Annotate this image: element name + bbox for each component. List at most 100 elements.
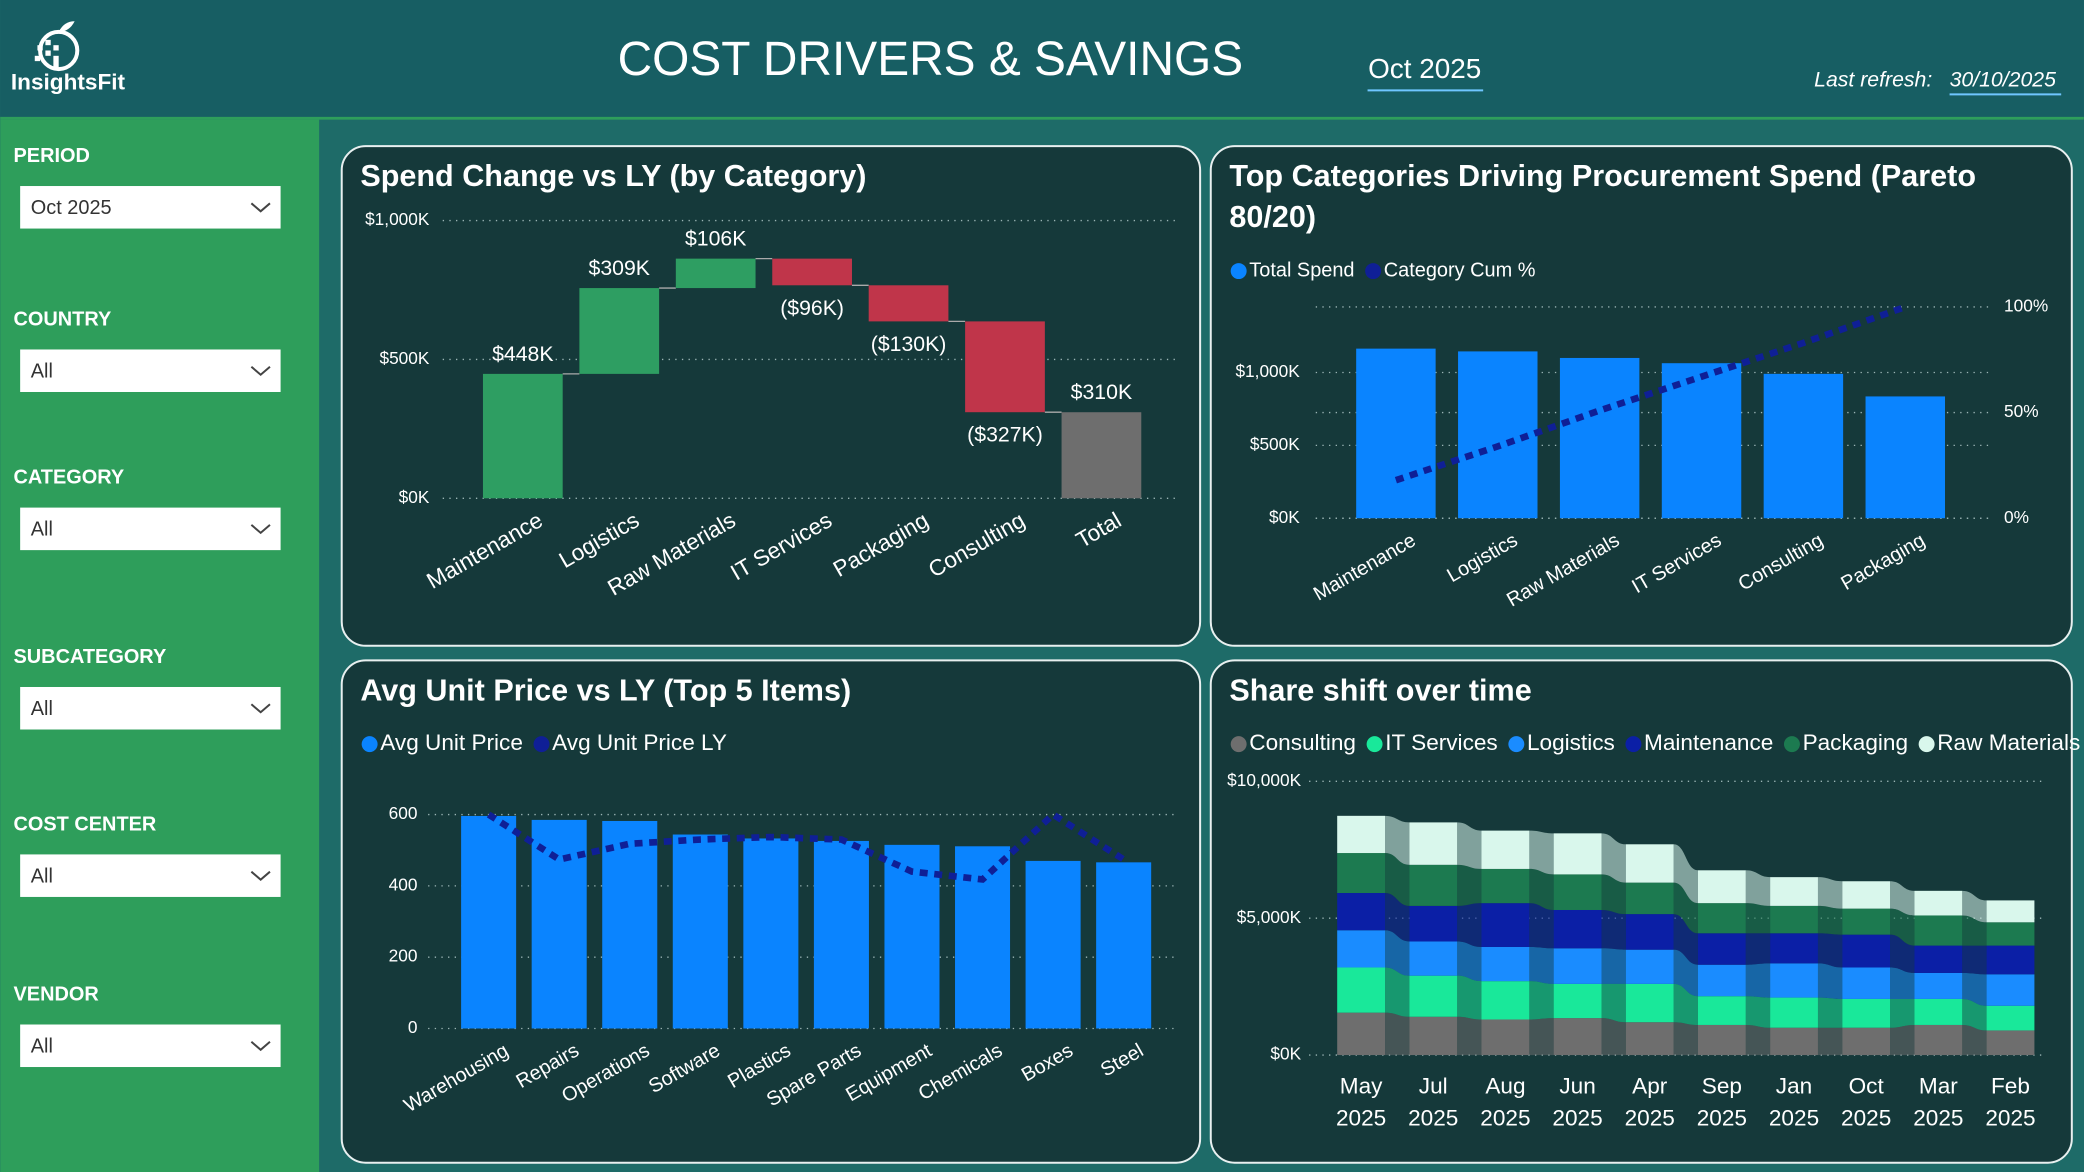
ribbon-segment [1986,900,2035,923]
x-tick-label-box: Mar 2025 [1913,1074,1963,1131]
ribbon-segment [1553,983,1602,1019]
y-tick-label: 0% [2004,507,2029,527]
legend-label: Avg Unit Price LY [552,730,727,755]
line-series [486,810,1126,883]
bar [482,373,563,499]
ribbon [1601,874,1626,915]
filter-dropdown[interactable] [20,854,281,897]
ribbon-segment [1986,974,2035,1006]
filter-value: All [31,698,53,720]
x-tick-label: Jul 2025 [1408,1073,1459,1131]
ribbon [1673,844,1698,904]
ribbon [1601,909,1626,950]
ribbon-segment [1553,909,1602,949]
y-tick-label: 600 [389,803,418,823]
filter-dropdown[interactable] [20,686,281,730]
header-bar [0,0,2084,117]
filter-dropdown[interactable] [20,349,281,392]
legend-label: Category Cum % [1384,259,1536,281]
ribbon [1890,881,1915,916]
filter-value: All [31,1035,53,1057]
ribbon-segment [1697,1024,1746,1056]
chart-title-box: Avg Unit Price vs LY (Top 5 Items) [360,672,851,707]
x-tick-label-box: Jan 2025 [1768,1073,1820,1131]
filter-dropdown[interactable] [20,186,281,229]
dropdown-chevron [250,703,271,714]
ribbon-segment [1697,903,1746,934]
chart-title: Spend Change vs LY (by Category) [360,158,867,193]
ribbon-segment [1986,1030,2035,1056]
legend-marker [1230,263,1247,280]
ribbon-segment [1625,983,1674,1023]
y-tick-label: 0 [408,1017,418,1037]
ribbon-segment [1553,1018,1602,1056]
y-tick-label: $5,000K [1237,907,1302,927]
bar [1356,348,1436,519]
ribbon [1385,853,1410,906]
data-label: $106K [685,227,746,251]
x-tick-label-box: Oct 2025 [1841,1074,1891,1131]
bar [813,840,869,1029]
bar [743,838,799,1029]
line-series [1394,303,1907,484]
ribbon-segment [1842,1027,1891,1056]
ribbon [1745,903,1771,934]
ribbon [1673,983,1698,1025]
ribbon [1890,1024,1915,1056]
ribbon [1673,914,1698,965]
ribbon [1385,893,1410,942]
logo-text: InsightsFit [11,70,126,95]
ribbon [1457,975,1482,1020]
chart-title-box: Spend Change vs LY (by Category) [360,158,867,193]
ribbon [1962,890,1987,923]
ribbon [1673,1022,1698,1056]
bar [1559,357,1640,519]
ribbon [1529,981,1554,1020]
page-title: COST DRIVERS & SAVINGS [618,33,1243,86]
ribbon [1601,1018,1626,1056]
ribbon [1529,903,1554,949]
ribbon-segment [1842,967,1891,999]
ribbon [1890,908,1915,946]
bar [602,820,658,1029]
period-label: Oct 2025 [1368,53,1481,84]
logo-icon [34,21,80,72]
ribbon-segment [1625,882,1674,915]
x-tick-label-box: Aug 2025 [1480,1074,1530,1131]
chart-title-box: Share shift over time [1229,672,1531,707]
x-tick-label: Jan 2025 [1768,1073,1820,1131]
legend-label: Total Spend [1249,259,1354,281]
ribbon [1890,934,1915,973]
y-tick-label: 200 [389,946,418,966]
ribbon-segment [1914,972,1963,999]
bar [1763,373,1844,519]
ribbon [1962,915,1987,946]
filter-dropdown[interactable] [20,1024,281,1068]
bar [1061,412,1142,499]
legend-marker [1230,736,1247,753]
bar [1096,862,1152,1029]
filter-label: SUBCATEGORY [14,646,167,668]
legend-marker [1508,736,1525,753]
ribbon [1529,1018,1554,1056]
data-label: ($327K) [967,423,1043,447]
ribbon [1457,903,1482,947]
dropdown-chevron [250,1041,271,1052]
bar [868,285,949,322]
ribbon-segment [1337,853,1386,894]
legend-marker [361,736,378,753]
legend-marker [1366,736,1383,753]
ribbon [1817,997,1843,1028]
filter-dropdown[interactable] [20,507,281,551]
bar [1025,860,1081,1029]
ribbon [1962,972,1987,1006]
y-tick-label: 50% [2004,401,2039,421]
chart-title-box: Top Categories Driving Procurement Spend… [1229,158,1976,234]
ribbon-segment [1481,946,1530,982]
ribbon-segment [1697,933,1746,965]
x-tick-label-box: Jul 2025 [1408,1073,1459,1131]
ribbon-segment [1409,905,1458,942]
y-tick-label: $0K [1270,1044,1301,1064]
legend-marker [1625,736,1642,753]
